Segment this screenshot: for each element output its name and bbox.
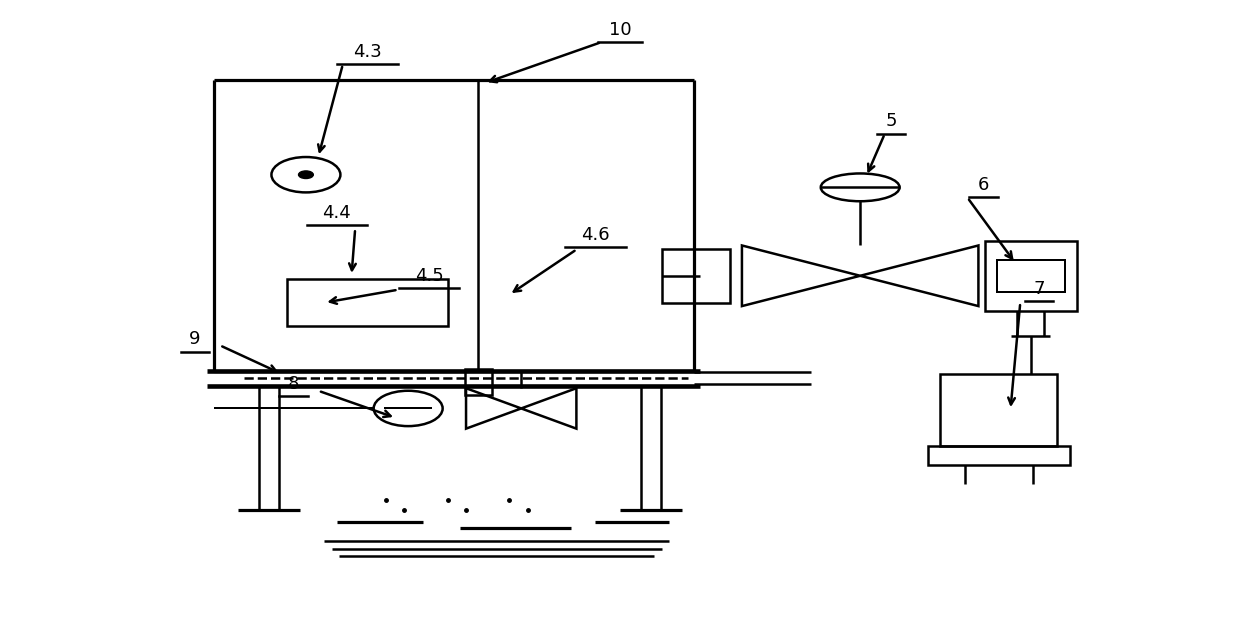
Circle shape — [299, 171, 314, 179]
Text: 4.4: 4.4 — [322, 204, 351, 222]
Text: 5: 5 — [885, 113, 897, 131]
Text: 8: 8 — [288, 374, 299, 393]
Ellipse shape — [821, 173, 899, 201]
Text: 4.5: 4.5 — [414, 268, 444, 285]
Text: 4.6: 4.6 — [582, 226, 610, 244]
Text: 4.3: 4.3 — [353, 43, 382, 61]
Text: 9: 9 — [190, 330, 201, 348]
Text: 7: 7 — [1033, 280, 1044, 298]
Text: 10: 10 — [609, 21, 631, 39]
Text: 6: 6 — [977, 175, 990, 194]
